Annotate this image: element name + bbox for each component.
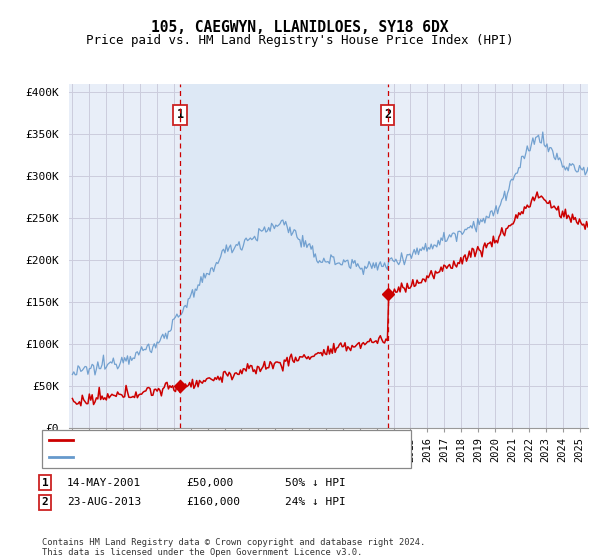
Text: Contains HM Land Registry data © Crown copyright and database right 2024.
This d: Contains HM Land Registry data © Crown c… <box>42 538 425 557</box>
Text: 50% ↓ HPI: 50% ↓ HPI <box>285 478 346 488</box>
Text: 1: 1 <box>176 109 184 122</box>
Text: 105, CAEGWYN, LLANIDLOES, SY18 6DX: 105, CAEGWYN, LLANIDLOES, SY18 6DX <box>151 20 449 35</box>
Text: 14-MAY-2001: 14-MAY-2001 <box>67 478 142 488</box>
Text: £160,000: £160,000 <box>186 497 240 507</box>
Text: 2: 2 <box>384 109 391 122</box>
Text: HPI: Average price, detached house, Powys: HPI: Average price, detached house, Powy… <box>77 452 343 462</box>
Text: 23-AUG-2013: 23-AUG-2013 <box>67 497 142 507</box>
Bar <box>180 84 388 428</box>
Text: £50,000: £50,000 <box>186 478 233 488</box>
Text: 105, CAEGWYN, LLANIDLOES, SY18 6DX (detached house): 105, CAEGWYN, LLANIDLOES, SY18 6DX (deta… <box>77 435 409 445</box>
Text: 24% ↓ HPI: 24% ↓ HPI <box>285 497 346 507</box>
Text: 2: 2 <box>41 497 49 507</box>
Text: 1: 1 <box>41 478 49 488</box>
Text: Price paid vs. HM Land Registry's House Price Index (HPI): Price paid vs. HM Land Registry's House … <box>86 34 514 46</box>
